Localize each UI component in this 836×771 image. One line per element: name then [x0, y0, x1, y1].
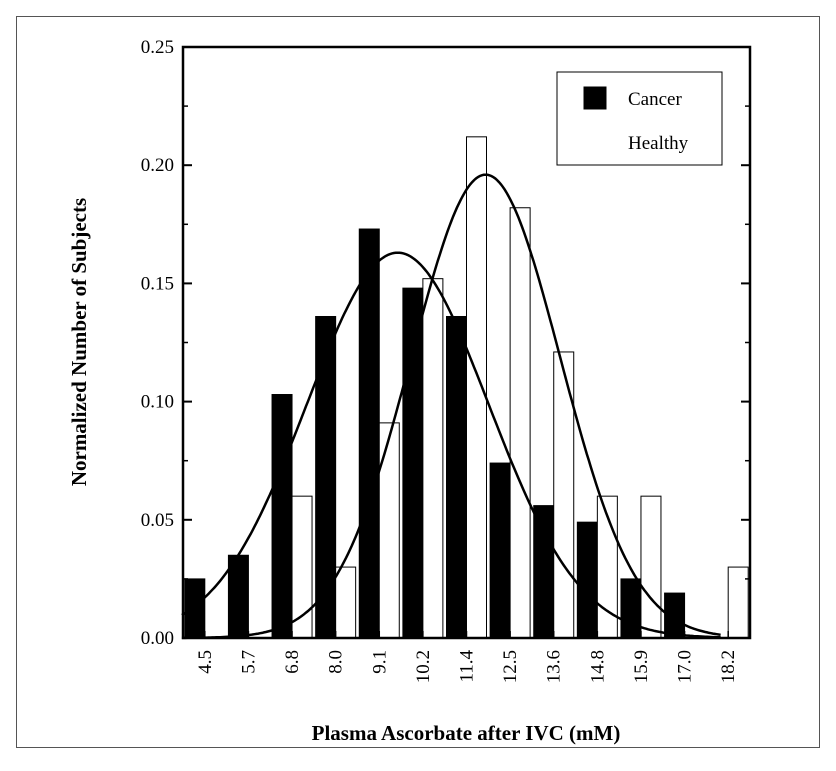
healthy-bar-18.2: [727, 566, 749, 639]
x-tick-label: 6.8: [282, 650, 303, 674]
cancer-bar-6.8: [271, 394, 293, 639]
legend-swatch-cancer: [583, 86, 607, 110]
cancer-bar-14.8: [576, 521, 598, 639]
y-tick-label: 0.25: [141, 37, 174, 58]
fit-curve-healthy: [181, 173, 721, 640]
cancer-bar-10.2: [402, 287, 424, 639]
healthy-bar-9.1: [378, 422, 400, 639]
bars-layer: [184, 136, 749, 639]
x-tick-label: 10.2: [413, 650, 434, 683]
x-tick-label: 9.1: [369, 650, 390, 674]
healthy-bar-8.0: [335, 566, 357, 639]
healthy-bar-11.4: [466, 136, 487, 639]
healthy-bar-12.5: [509, 207, 531, 639]
x-tick-label: 5.7: [238, 650, 259, 674]
cancer-bar-15.9: [620, 578, 642, 639]
cancer-bar-11.4: [446, 315, 467, 639]
y-axis-ticks: 0.00 0.05 0.10 0.15 0.20 0.25: [141, 37, 750, 649]
healthy-bar-10.2: [422, 278, 444, 639]
y-axis-title: Normalized Number of Subjects: [67, 198, 91, 486]
healthy-bar-15.9: [640, 495, 662, 639]
x-tick-label: 17.0: [675, 650, 696, 683]
y-tick-label: 0.10: [141, 392, 174, 413]
legend-label-healthy: Healthy: [628, 133, 689, 154]
y-tick-label: 0.00: [141, 628, 174, 649]
x-tick-label: 18.2: [718, 650, 739, 683]
x-tick-label: 4.5: [195, 650, 216, 674]
fit-curve-cancer: [181, 251, 721, 639]
y-tick-label: 0.15: [141, 273, 174, 294]
cancer-bar-13.6: [533, 505, 555, 639]
x-tick-label: 13.6: [544, 650, 565, 683]
cancer-bar-9.1: [358, 228, 380, 639]
y-tick-label: 0.05: [141, 510, 174, 531]
legend-label-cancer: Cancer: [628, 89, 682, 110]
cancer-bar-4.5: [184, 578, 206, 639]
x-tick-label: 8.0: [326, 650, 347, 674]
fit-curves-layer: [181, 173, 721, 640]
cancer-bar-12.5: [489, 462, 511, 639]
x-axis-title: Plasma Ascorbate after IVC (mM): [312, 721, 621, 745]
x-tick-label: 14.8: [587, 650, 608, 683]
x-tick-label: 12.5: [500, 650, 521, 683]
legend: Cancer Healthy: [556, 71, 723, 166]
x-axis-ticks: 4.5 5.7 6.8 8.0 9.1 10.2 11.4 12.5 13.6 14.8 15.9 1…: [195, 631, 739, 683]
y-tick-label: 0.20: [141, 155, 174, 176]
x-tick-label: 11.4: [457, 650, 478, 683]
x-tick-label: 15.9: [631, 650, 652, 683]
